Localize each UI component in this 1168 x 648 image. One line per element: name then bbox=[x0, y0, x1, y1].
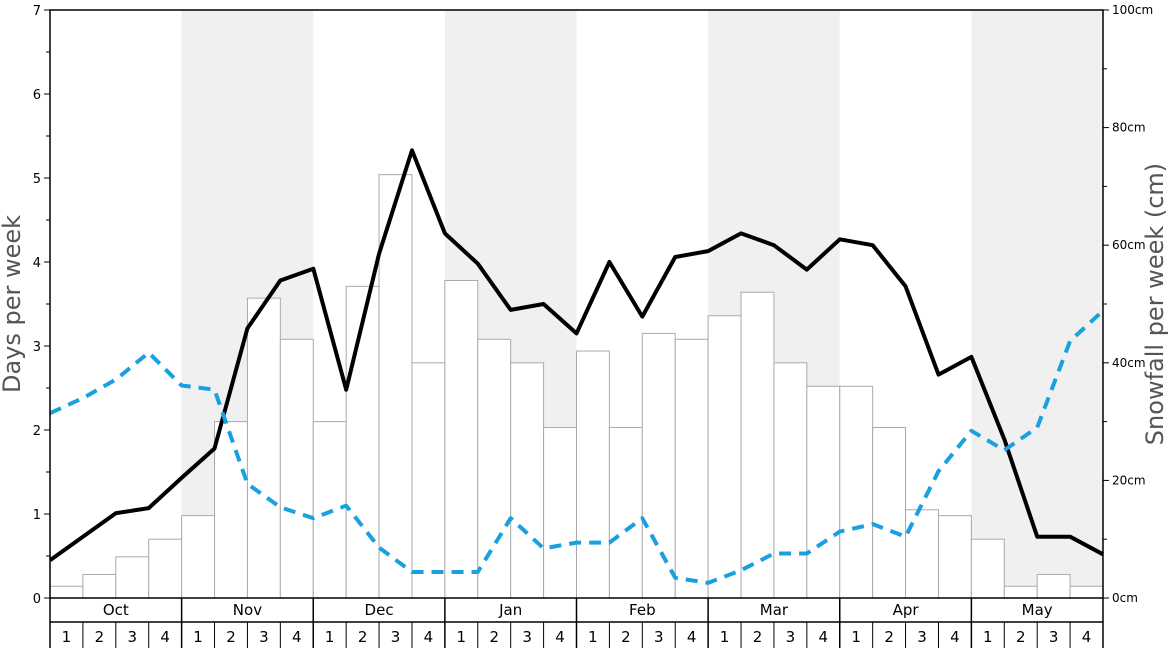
snowfall-bar-22 bbox=[740, 291, 775, 599]
right-tick-label-0cm: 0cm bbox=[1112, 591, 1138, 605]
snowfall-bar-21 bbox=[707, 315, 742, 599]
snowfall-bar-13 bbox=[444, 279, 479, 599]
month-label-jan: Jan bbox=[498, 601, 522, 619]
week-label-mar-3: 3 bbox=[786, 628, 796, 646]
snowfall-bar-8 bbox=[279, 338, 314, 599]
snowfall-bar-6 bbox=[214, 421, 248, 599]
month-label-mar: Mar bbox=[760, 601, 789, 619]
left-axis-title: Days per week bbox=[0, 215, 26, 393]
snowfall-bar-19 bbox=[641, 332, 676, 599]
right-tick-label-80cm: 80cm bbox=[1112, 121, 1146, 135]
week-label-feb-4: 4 bbox=[687, 628, 697, 646]
snowfall-bar-17 bbox=[576, 350, 610, 599]
month-label-dec: Dec bbox=[365, 601, 394, 619]
week-label-may-4: 4 bbox=[1082, 628, 1092, 646]
right-tick-label-100cm: 100cm bbox=[1112, 3, 1153, 17]
month-label-oct: Oct bbox=[103, 601, 129, 619]
snowfall-bar-10 bbox=[345, 285, 380, 599]
snowfall-bar-3 bbox=[115, 556, 150, 599]
left-tick-label-7: 7 bbox=[33, 4, 41, 19]
week-label-feb-2: 2 bbox=[621, 628, 631, 646]
week-label-dec-2: 2 bbox=[358, 628, 368, 646]
month-label-apr: Apr bbox=[893, 601, 920, 619]
solid-series-line bbox=[48, 148, 1104, 562]
snowfall-bar-14 bbox=[477, 338, 512, 599]
snowfall-bar-1 bbox=[49, 585, 84, 599]
week-label-dec-3: 3 bbox=[391, 628, 401, 646]
week-label-nov-4: 4 bbox=[292, 628, 302, 646]
left-tick-label-5: 5 bbox=[33, 172, 41, 187]
week-label-feb-1: 1 bbox=[588, 628, 598, 646]
week-label-oct-4: 4 bbox=[160, 628, 170, 646]
snowfall-bars bbox=[49, 174, 1104, 599]
right-tick-label-40cm: 40cm bbox=[1112, 356, 1146, 370]
month-label-may: May bbox=[1022, 601, 1053, 619]
week-label-apr-1: 1 bbox=[851, 628, 861, 646]
snowfall-bar-15 bbox=[510, 362, 545, 599]
month-shading bbox=[181, 10, 1103, 598]
week-label-nov-2: 2 bbox=[226, 628, 236, 646]
week-label-jan-1: 1 bbox=[457, 628, 467, 646]
left-tick-label-4: 4 bbox=[33, 256, 41, 271]
snowfall-bar-30 bbox=[1003, 585, 1038, 599]
month-label-feb: Feb bbox=[629, 601, 656, 619]
week-label-may-3: 3 bbox=[1049, 628, 1059, 646]
right-tick-label-20cm: 20cm bbox=[1112, 473, 1146, 487]
left-y-axis: 0 1 2 3 4 5 6 7 bbox=[33, 4, 50, 607]
week-label-feb-3: 3 bbox=[654, 628, 664, 646]
snowfall-bar-31 bbox=[1036, 573, 1071, 599]
left-tick-label-3: 3 bbox=[33, 340, 41, 355]
left-tick-label-6: 6 bbox=[33, 88, 41, 103]
snowfall-bar-4 bbox=[148, 538, 183, 599]
snowfall-bar-11 bbox=[378, 174, 413, 599]
week-label-may-2: 2 bbox=[1016, 628, 1026, 646]
snowfall-bar-25 bbox=[839, 385, 874, 599]
snowfall-bar-23 bbox=[773, 362, 808, 599]
week-label-dec-1: 1 bbox=[325, 628, 335, 646]
snowfall-bar-16 bbox=[543, 426, 577, 599]
left-tick-label-2: 2 bbox=[33, 424, 41, 439]
week-label-apr-3: 3 bbox=[917, 628, 927, 646]
snowfall-bar-24 bbox=[806, 385, 841, 599]
week-label-jan-2: 2 bbox=[489, 628, 499, 646]
left-tick-label-1: 1 bbox=[33, 508, 41, 523]
week-label-apr-2: 2 bbox=[884, 628, 894, 646]
week-label-mar-2: 2 bbox=[753, 628, 763, 646]
snowfall-bar-26 bbox=[872, 426, 907, 599]
snowfall-bar-28 bbox=[937, 515, 972, 599]
right-axis-title: Snowfall per week (cm) bbox=[1141, 163, 1168, 445]
week-label-mar-1: 1 bbox=[720, 628, 730, 646]
snowfall-bar-2 bbox=[82, 573, 117, 599]
week-label-may-1: 1 bbox=[983, 628, 993, 646]
snowfall-bar-7 bbox=[246, 297, 281, 599]
snowfall-bar-32 bbox=[1069, 585, 1104, 599]
week-label-oct-2: 2 bbox=[95, 628, 105, 646]
month-label-nov: Nov bbox=[233, 601, 262, 619]
snowfall-bar-18 bbox=[608, 426, 643, 599]
week-label-nov-1: 1 bbox=[193, 628, 203, 646]
left-tick-label-0: 0 bbox=[33, 592, 41, 607]
snowfall-bar-20 bbox=[674, 338, 709, 599]
dashed-series-line bbox=[49, 309, 1105, 585]
x-axis-months-weeks: Oct 1 2 3 4 Nov 1 2 3 4 Dec 1 2 3 4 Jan 1 2 3 4 Feb 1 2 3 4 Mar 1 2… bbox=[49, 598, 1104, 648]
week-label-oct-1: 1 bbox=[62, 628, 72, 646]
snowfall-bar-5 bbox=[181, 515, 216, 599]
week-label-apr-4: 4 bbox=[950, 628, 960, 646]
chart-lines bbox=[48, 148, 1105, 585]
week-label-nov-3: 3 bbox=[259, 628, 269, 646]
week-label-dec-4: 4 bbox=[424, 628, 434, 646]
week-label-jan-3: 3 bbox=[522, 628, 532, 646]
snowfall-bar-12 bbox=[411, 362, 446, 599]
right-tick-label-60cm: 60cm bbox=[1112, 238, 1146, 252]
week-label-mar-4: 4 bbox=[819, 628, 829, 646]
week-label-jan-4: 4 bbox=[555, 628, 565, 646]
snowfall-bar-29 bbox=[970, 538, 1005, 599]
right-y-axis: 0cm 20cm 40cm 60cm 80cm 100cm bbox=[1103, 3, 1153, 605]
month-shade-may bbox=[971, 10, 1103, 598]
week-label-oct-3: 3 bbox=[127, 628, 137, 646]
